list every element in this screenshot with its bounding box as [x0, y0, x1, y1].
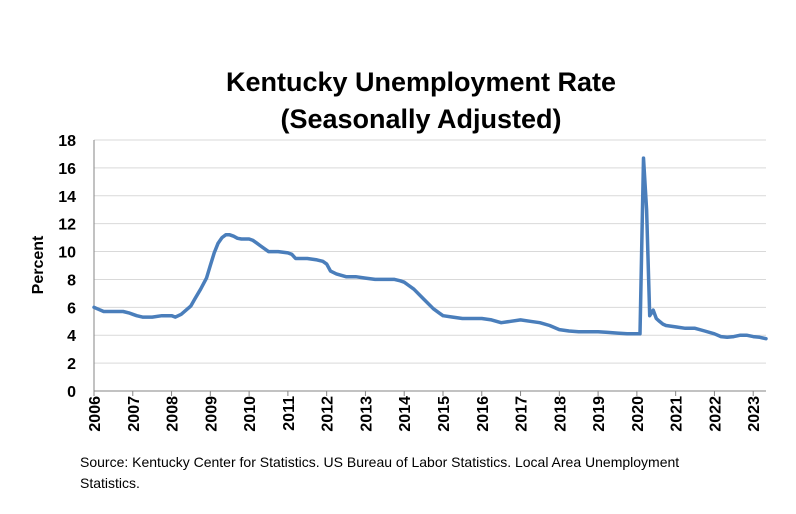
x-tick-label: 2020 [630, 396, 647, 432]
x-tick-label: 2012 [320, 396, 337, 432]
x-tick-label: 2017 [514, 396, 531, 432]
x-tick-label: 2021 [669, 396, 686, 432]
x-tick-label: 2008 [165, 396, 182, 432]
series-group [92, 156, 768, 341]
x-tick-label: 2006 [87, 396, 104, 432]
x-tick-label: 2013 [358, 396, 375, 432]
y-axis-ticks: 0 2 4 6 8 10 12 14 16 18 [58, 133, 76, 401]
x-tick-label: 2010 [242, 396, 259, 432]
x-tick-label: 2022 [707, 396, 724, 432]
y-tick-label: 16 [58, 161, 76, 178]
chart-title-line2: (Seasonally Adjusted) [280, 104, 561, 134]
source-note: Source: Kentucky Center for Statistics. … [80, 454, 680, 491]
x-tick-label: 2018 [552, 396, 569, 432]
x-tick-label: 2007 [126, 396, 143, 432]
y-tick-label: 12 [58, 217, 76, 234]
x-tick-label: 2011 [281, 396, 298, 431]
y-tick-label: 2 [67, 356, 76, 373]
x-tick-label: 2016 [475, 396, 492, 432]
y-tick-label: 14 [58, 189, 76, 206]
y-tick-label: 8 [67, 272, 76, 289]
y-tick-label: 4 [67, 328, 76, 345]
gridlines [93, 139, 766, 396]
chart-title-line1: Kentucky Unemployment Rate [226, 67, 616, 97]
x-tick-label: 2015 [436, 396, 453, 432]
y-tick-label: 18 [58, 133, 76, 150]
x-axis-ticks: 2006 2007 2008 2009 2010 2011 2012 2013 2014 2015… [87, 396, 763, 432]
x-tick-label: 2019 [591, 396, 608, 432]
y-tick-label: 0 [67, 384, 76, 401]
y-axis-label: Percent [30, 235, 47, 294]
y-tick-label: 6 [67, 300, 76, 317]
series-line [92, 156, 768, 341]
y-tick-label: 10 [58, 245, 76, 262]
x-tick-label: 2009 [203, 396, 220, 432]
x-tick-label: 2014 [397, 396, 414, 432]
x-tick-label: 2023 [746, 396, 763, 432]
